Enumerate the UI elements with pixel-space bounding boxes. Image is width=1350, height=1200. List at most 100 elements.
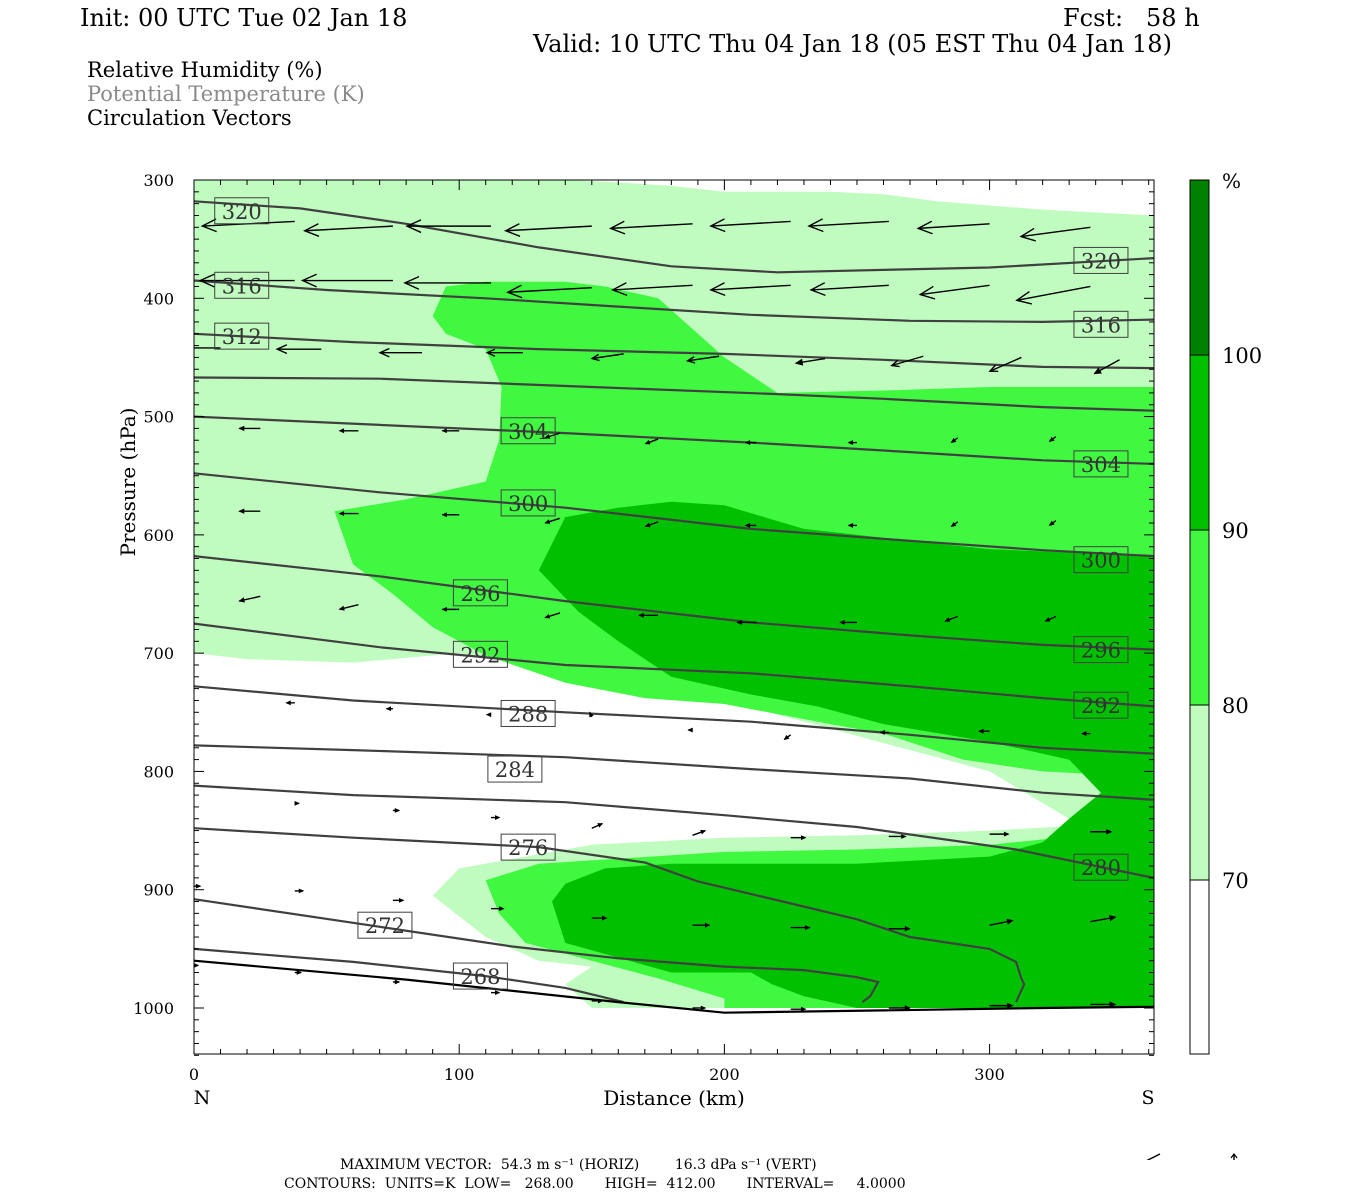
colorbar-frame (1189, 179, 1210, 1055)
vector-arrow (194, 963, 200, 968)
vector-arrow (608, 220, 693, 235)
vector-arrow (392, 897, 405, 903)
vector-arrow (692, 922, 711, 928)
vector-arrow (194, 347, 221, 349)
contour-label-box-300 (500, 489, 556, 517)
contour-label-box-296 (1073, 636, 1129, 664)
theta-contour-316 (194, 279, 1154, 324)
colorbar-unit-label: % (1222, 169, 1241, 193)
contour-label-296: 296 (460, 582, 500, 606)
axes: 300 400 500 600 700 800 900 1000 0 100 200 300 N S Dis… (116, 171, 1155, 1110)
vector-arrow (238, 595, 261, 603)
x-end-label-north: N (194, 1087, 211, 1109)
contour-label-box-304 (1073, 450, 1129, 478)
vector-arrow (591, 915, 608, 921)
forecast-hour: Fcst: 58 h (1063, 4, 1200, 32)
colorbar-level-label: 90 (1222, 519, 1249, 543)
vector-arrow (544, 432, 561, 439)
vector-arrow (1090, 1001, 1117, 1008)
contour-label-276: 276 (508, 836, 548, 860)
vector-arrow (485, 712, 492, 718)
vector-arrow (644, 521, 659, 528)
vector-arrow (503, 223, 592, 237)
vector-arrow (294, 970, 303, 975)
contour-label-316: 316 (222, 274, 262, 298)
theta-contour-288 (194, 685, 1154, 755)
vector-arrow (847, 440, 857, 446)
vector-arrow (944, 615, 958, 622)
theta-contour-276 (194, 827, 1026, 1003)
reference-vector-icon (1146, 1153, 1238, 1160)
vector-arrow (839, 619, 857, 625)
contour-label-272: 272 (365, 914, 405, 938)
x-tick-label: 300 (974, 1065, 1005, 1084)
colorbar-segment (1190, 530, 1209, 705)
vector-arrow (988, 356, 1022, 373)
x-tick-label: 100 (444, 1065, 475, 1084)
vector-arrow (544, 517, 561, 524)
vector-arrow (385, 706, 393, 712)
theta-contour-308 (194, 376, 1154, 412)
contour-label-280: 280 (1081, 856, 1121, 880)
contour-label-box-292 (1073, 691, 1129, 719)
vector-arrow (879, 729, 889, 735)
colorbar-segment (1190, 880, 1209, 1054)
vector-arrow (989, 831, 1010, 837)
contour-label-box-268 (452, 962, 508, 990)
contour-label-292: 292 (1081, 694, 1121, 718)
vector-arrow (809, 282, 889, 297)
theta-contour-272 (194, 898, 880, 1003)
colorbar-level-label: 80 (1222, 694, 1249, 718)
vector-arrow (950, 521, 959, 528)
vector-arrow (918, 284, 990, 300)
vector-arrow (1019, 226, 1091, 242)
contour-label-296: 296 (1081, 639, 1121, 663)
y-tick-label: 500 (143, 408, 174, 427)
colorbar-segment (1190, 180, 1209, 355)
y-axis-label: Pressure (hPa) (116, 408, 140, 557)
y-tick-label: 1000 (133, 999, 174, 1018)
vector-arrow (794, 357, 826, 366)
contour-label-304: 304 (1081, 453, 1121, 477)
vector-arrow (685, 355, 720, 364)
contour-label-320: 320 (222, 200, 262, 224)
vector-arrow (491, 815, 501, 820)
vector-arrow (338, 603, 359, 611)
y-tick-label: 400 (143, 289, 174, 308)
y-tick-label: 700 (143, 644, 174, 663)
vector-arrow (405, 219, 492, 234)
vector-arrow (491, 990, 501, 996)
valid-time: Valid: 10 UTC Thu 04 Jan 18 (05 EST Thu … (533, 30, 1172, 58)
reference-vector-icon (1233, 1154, 1235, 1160)
vector-arrow (441, 512, 460, 518)
theta-contour-284 (194, 744, 1154, 801)
theta-contour-312 (194, 332, 1154, 370)
vector-arrow (491, 906, 505, 912)
vector-arrow (198, 273, 295, 288)
vector-arrow (638, 612, 659, 618)
vector-arrow (736, 619, 757, 625)
vector-arrow (744, 522, 757, 528)
contour-label-box-288 (500, 699, 556, 727)
contour-label-box-320 (1073, 246, 1129, 274)
vector-arrow (989, 1002, 1014, 1009)
contour-label-box-300 (1073, 546, 1129, 574)
vector-arrow (275, 344, 322, 355)
vector-arrow (950, 437, 959, 444)
contour-label-box-284 (487, 755, 543, 783)
contour-label-box-304 (500, 417, 556, 445)
vector-arrow (888, 834, 907, 839)
theta-contour-268 (194, 947, 624, 1004)
contour-label-292: 292 (460, 643, 500, 667)
vector-arrow (1090, 915, 1117, 923)
vector-arrow (591, 822, 604, 829)
vector-arrow (441, 428, 460, 434)
vector-arrow (1044, 615, 1057, 622)
vector-arrow (978, 728, 990, 734)
vector-arrow (888, 926, 911, 932)
vector-arrow (403, 275, 492, 290)
contour-label-box-276 (500, 833, 556, 861)
vector-arrow (378, 347, 423, 358)
x-axis-label: Distance (km) (603, 1086, 745, 1110)
vector-arrow (744, 440, 757, 446)
